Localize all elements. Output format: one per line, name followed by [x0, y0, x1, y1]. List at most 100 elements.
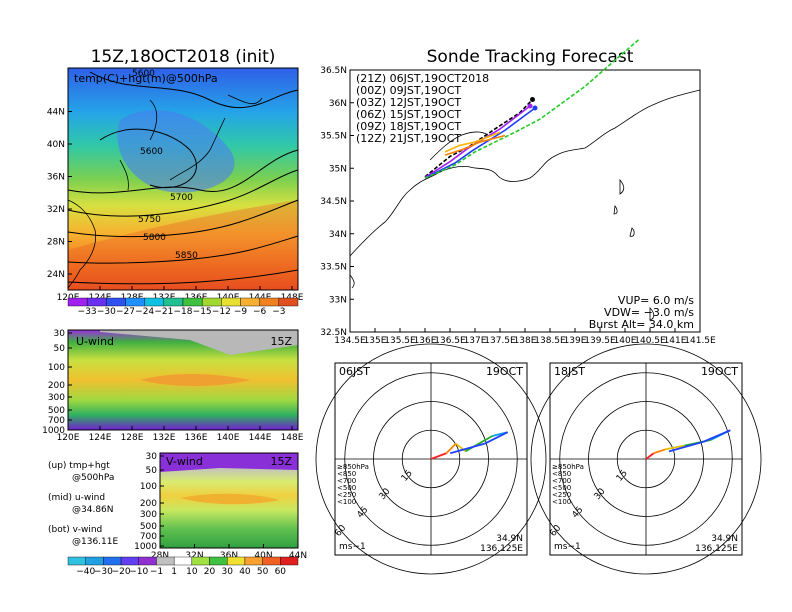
x-tick-label: 144E	[249, 433, 272, 443]
v-wind-x-ticks: 28N 32N 36N 40N 44N	[151, 544, 307, 561]
y-tick-label: 30	[146, 452, 158, 462]
y-tick-label: 40N	[47, 140, 65, 150]
x-tick-label: 137E	[464, 336, 487, 346]
hodograph-lat: 34.9N	[496, 534, 523, 544]
u-wind-time: 15Z	[270, 335, 292, 348]
y-tick-label: 300	[48, 393, 65, 403]
overlay-label: temp(C)+hgt(m)@500hPa	[74, 72, 218, 85]
colorbar-label: −15	[193, 307, 212, 317]
u-wind-label: U-wind	[76, 335, 114, 348]
x-tick-label: 135.5E	[384, 336, 416, 346]
x-tick-label: 136.5E	[434, 336, 466, 346]
hodograph-legend-entry: <100	[552, 498, 571, 506]
y-tick-label: 100	[140, 482, 157, 492]
hodograph-legend-entry: <500	[337, 484, 356, 492]
hodograph-legend-entry: <100	[337, 498, 356, 506]
x-tick-label: 136E	[185, 433, 208, 443]
y-tick-label: 50	[146, 466, 158, 476]
track-panel: 134.5E135E135.5E136E136.5E137E137.5E138E…	[320, 37, 716, 346]
x-tick-label: 134.5E	[334, 336, 366, 346]
track-end-point	[527, 103, 533, 109]
colorbar-label: −30	[97, 307, 116, 317]
temp-colorbar: −33 −30 −27 −24 −21 −18 −15 −12 −9 −6 −3	[67, 297, 299, 317]
track-legend-entry: (21Z) 06JST,19OCT2018	[356, 72, 489, 85]
note-up-level: @500hPa	[72, 473, 114, 483]
colorbar-label: 30	[222, 567, 234, 577]
colorbar-label: −12	[212, 307, 231, 317]
colorbar-swatch	[173, 556, 193, 566]
colorbar-swatch	[103, 556, 122, 566]
hodograph-segment	[445, 443, 457, 454]
v-wind-panel: V-wind 15Z 28N 32N 36N 40N 44N 30 50 100 200300…	[134, 452, 307, 561]
track-end-point	[530, 96, 535, 102]
contour-label: 5800	[143, 233, 166, 243]
colorbar-label: −1	[150, 567, 163, 577]
hodograph-segment	[664, 444, 685, 451]
colorbar-swatch	[106, 297, 126, 307]
x-tick-label: 141E	[664, 336, 687, 346]
wind-colorbar: −40−30−20−10 −1 1 10 20 30 40 50 60	[67, 556, 299, 577]
colorbar-swatch	[182, 297, 203, 307]
y-tick-label: 200	[140, 499, 157, 509]
track-end-point	[532, 105, 538, 111]
colorbar-swatch	[201, 297, 222, 307]
colorbar-label: −27	[116, 307, 135, 317]
track-line	[424, 37, 641, 179]
x-tick-label: 44N	[289, 551, 307, 561]
note-bot-lon: @136.11E	[72, 537, 118, 547]
hodograph-legend-entry: <850	[337, 470, 356, 478]
v-wind-core	[180, 493, 280, 505]
x-tick-label: 32N	[185, 551, 203, 561]
note-mid: (mid) u-wind	[48, 493, 105, 503]
hodograph-date: 19OCT	[486, 365, 523, 378]
u-wind-frame	[67, 329, 299, 431]
temp-map-frame	[67, 67, 299, 291]
colorbar-label: −21	[154, 307, 173, 317]
colorbar-swatch	[259, 297, 280, 307]
hodograph-legend-entry: <850	[552, 470, 571, 478]
x-tick-label: 138.5E	[534, 336, 566, 346]
track-burst: Burst Alt= 34.0 km	[589, 318, 694, 331]
x-tick-label: 135E	[364, 336, 387, 346]
x-tick-label: 139E	[564, 336, 587, 346]
u-wind-panel: U-wind 15Z 120E 124E 128E 132E 136E 140E 144E 1…	[42, 329, 304, 443]
cold-pool	[117, 110, 235, 193]
y-tick-label: 500	[140, 522, 157, 532]
y-tick-label: 32N	[47, 205, 65, 215]
hodograph-segment	[465, 435, 493, 453]
hodograph-segment	[645, 452, 655, 460]
contour-label: 5750	[138, 215, 161, 225]
hodograph-lon: 136.125E	[695, 544, 738, 554]
hodograph-segment	[430, 452, 447, 460]
y-tick-label: 30	[54, 329, 66, 339]
track-series	[424, 37, 641, 179]
hodograph-legend-entry: <250	[337, 491, 356, 499]
hodograph-time: 18JST	[554, 365, 585, 378]
y-tick-label: 33.5N	[320, 263, 347, 273]
hodograph-legend-entry: <700	[337, 477, 356, 485]
y-tick-label: 200	[48, 381, 65, 391]
colorbar-swatch	[67, 297, 88, 307]
x-tick-label: 136E	[414, 336, 437, 346]
hodograph-segment	[484, 431, 509, 445]
warm-region	[68, 200, 298, 290]
x-tick-label: 128E	[121, 433, 144, 443]
y-tick-label: 24N	[47, 270, 65, 280]
colorbar-label: −6	[253, 307, 267, 317]
y-tick-label: 1000	[42, 426, 65, 436]
track-x-ticks: 134.5E135E135.5E136E136.5E137E137.5E138E…	[334, 328, 716, 346]
colorbar-swatch	[227, 556, 246, 566]
y-tick-label: 34.5N	[320, 197, 347, 207]
x-tick-label: 148E	[281, 433, 304, 443]
colorbar-swatch	[85, 556, 104, 566]
hodograph-unit: ms−1	[554, 542, 581, 552]
coastlines	[67, 94, 263, 289]
y-tick-label: 500	[48, 406, 65, 416]
hodograph-segment	[668, 440, 704, 453]
colorbar-swatch	[278, 297, 299, 307]
colorbar-label: −3	[272, 307, 285, 317]
v-wind-top	[160, 453, 298, 472]
hodograph-ring	[401, 429, 461, 489]
